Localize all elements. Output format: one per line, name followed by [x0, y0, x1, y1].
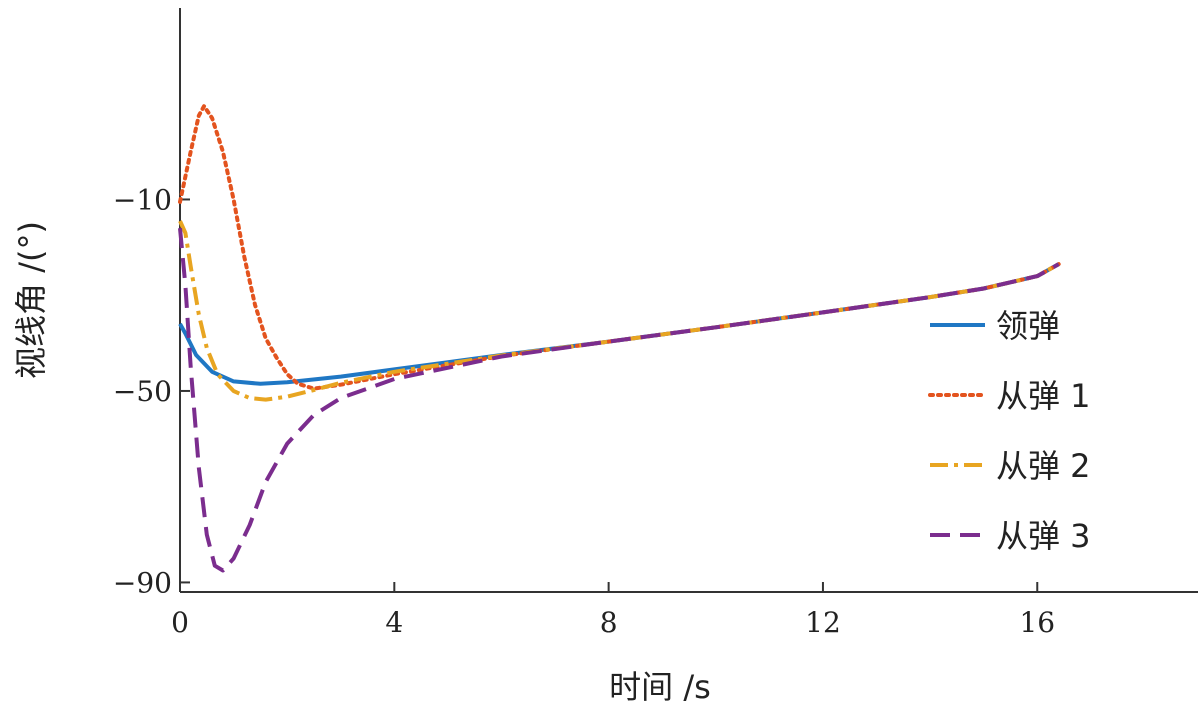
- y-axis-label: 视线角 /(°): [12, 221, 50, 379]
- x-axis-label: 时间 /s: [609, 668, 711, 706]
- x-tick-label: 8: [600, 606, 618, 639]
- series-line-2: [178, 104, 1061, 391]
- y-tick-label: −50: [113, 375, 172, 408]
- x-tick-label: 0: [171, 606, 189, 639]
- ticks: 0 4 8 12 16 −90 −50 −10: [113, 183, 1055, 639]
- axes: [179, 8, 1198, 593]
- legend-label-3: 从弹 2: [996, 447, 1091, 485]
- x-tick-label: 16: [1019, 606, 1055, 639]
- x-tick-label: 4: [385, 606, 403, 639]
- legend-label-1: 领弹: [996, 307, 1060, 345]
- legend-label-4: 从弹 3: [996, 517, 1091, 555]
- series-line-1: [178, 262, 1060, 386]
- legend-label-2: 从弹 1: [996, 377, 1091, 415]
- series-line-4: [178, 228, 1060, 573]
- x-tick-label: 12: [805, 606, 841, 639]
- series-line-3: [178, 220, 1060, 402]
- series-lines: [178, 104, 1061, 573]
- y-tick-label: −10: [113, 183, 172, 216]
- y-tick-label: −90: [113, 566, 172, 599]
